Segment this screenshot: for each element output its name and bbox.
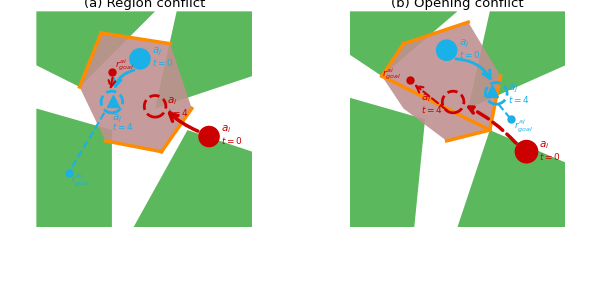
Text: $a_j$: $a_j$ <box>112 113 122 125</box>
Circle shape <box>198 126 220 147</box>
Polygon shape <box>36 11 155 87</box>
FancyArrowPatch shape <box>456 59 490 79</box>
Text: $a_j$: $a_j$ <box>152 46 162 58</box>
FancyArrowPatch shape <box>416 86 446 110</box>
Text: $r^{ai}_{goal}$: $r^{ai}_{goal}$ <box>382 66 401 82</box>
Text: $a_j$: $a_j$ <box>459 37 469 50</box>
Text: $t{=}4$: $t{=}4$ <box>167 107 188 118</box>
Text: $r^{aj}_{goal}$: $r^{aj}_{goal}$ <box>513 118 533 135</box>
Polygon shape <box>468 11 565 108</box>
Text: $t{=}0$: $t{=}0$ <box>459 49 480 60</box>
FancyArrowPatch shape <box>109 78 115 87</box>
Text: $t{=}0$: $t{=}0$ <box>221 135 243 146</box>
Text: $t{=}4$: $t{=}4$ <box>421 104 443 115</box>
Text: $a_i$: $a_i$ <box>221 123 231 135</box>
Polygon shape <box>349 11 457 76</box>
Title: (a) Region conflict: (a) Region conflict <box>84 0 205 10</box>
FancyArrowPatch shape <box>169 113 198 131</box>
Polygon shape <box>80 33 192 152</box>
Text: $t{=}4$: $t{=}4$ <box>508 94 530 105</box>
Polygon shape <box>133 130 252 227</box>
Polygon shape <box>382 22 500 141</box>
FancyArrowPatch shape <box>114 70 134 87</box>
Text: $a_i$: $a_i$ <box>540 139 550 151</box>
Text: $t{=}4$: $t{=}4$ <box>112 121 134 132</box>
Text: $a_i$: $a_i$ <box>167 95 177 107</box>
Text: $a_j$: $a_j$ <box>508 83 519 95</box>
Circle shape <box>436 39 457 61</box>
Text: $t{=}0$: $t{=}0$ <box>540 151 561 162</box>
Polygon shape <box>349 98 425 227</box>
Text: $r^{aj}_{goal}$: $r^{aj}_{goal}$ <box>71 172 90 189</box>
Text: $r^{ai}_{goal}$: $r^{ai}_{goal}$ <box>114 58 134 73</box>
Circle shape <box>515 140 538 164</box>
Text: $t{=}0$: $t{=}0$ <box>152 57 174 68</box>
Polygon shape <box>36 108 112 227</box>
Polygon shape <box>457 130 565 227</box>
Title: (b) Opening conflict: (b) Opening conflict <box>391 0 524 10</box>
Text: $a_i$: $a_i$ <box>421 92 431 104</box>
Polygon shape <box>155 11 252 108</box>
FancyArrowPatch shape <box>469 107 516 143</box>
Circle shape <box>129 48 151 70</box>
